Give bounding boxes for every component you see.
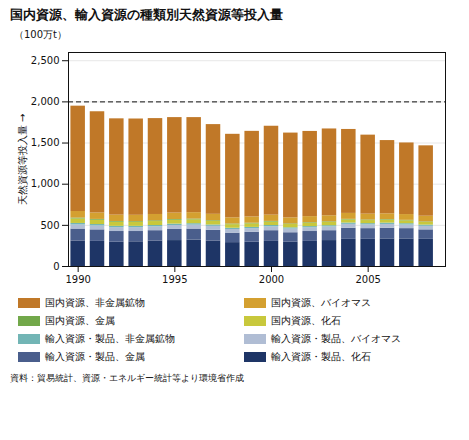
svg-text:2000: 2000 [259,274,284,285]
svg-text:2005: 2005 [355,274,380,285]
html-text:輸入資源・製品、金属: 輸入資源・製品、金属 [45,351,145,362]
svg-text:1,500: 1,500 [31,137,60,148]
svg-text:2,500: 2,500 [31,55,60,66]
html-text:輸入資源・製品、化石: 輸入資源・製品、化石 [270,351,371,362]
svg-text:0: 0 [53,261,59,272]
svg-text:2,000: 2,000 [31,96,60,107]
html-text:国内資源、輸入資源の種類別天然資源等投入量: 国内資源、輸入資源の種類別天然資源等投入量 [10,7,283,22]
html-text:資料：貿易統計、資源・エネルギー統計等より環境省作成: 資料：貿易統計、資源・エネルギー統計等より環境省作成 [10,373,244,383]
svg-text:1,000: 1,000 [31,178,60,189]
html-text:国内資源、バイオマス: 国内資源、バイオマス [270,297,371,308]
html-text:（100万t）: （100万t） [14,29,67,40]
svg-text:天然資源等投入量 →: 天然資源等投入量 → [17,114,28,206]
html-text:国内資源、金属: 国内資源、金属 [45,315,115,326]
html-text:国内資源、非金属鉱物: 国内資源、非金属鉱物 [45,297,145,308]
html-text:輸入資源・製品、バイオマス: 輸入資源・製品、バイオマス [270,333,401,344]
svg-text:1990: 1990 [65,274,90,285]
svg-text:500: 500 [40,220,59,231]
html-text:輸入資源・製品、非金属鉱物: 輸入資源・製品、非金属鉱物 [45,333,175,344]
html-text:国内資源、化石: 国内資源、化石 [270,315,341,326]
svg-text:1995: 1995 [162,274,187,285]
